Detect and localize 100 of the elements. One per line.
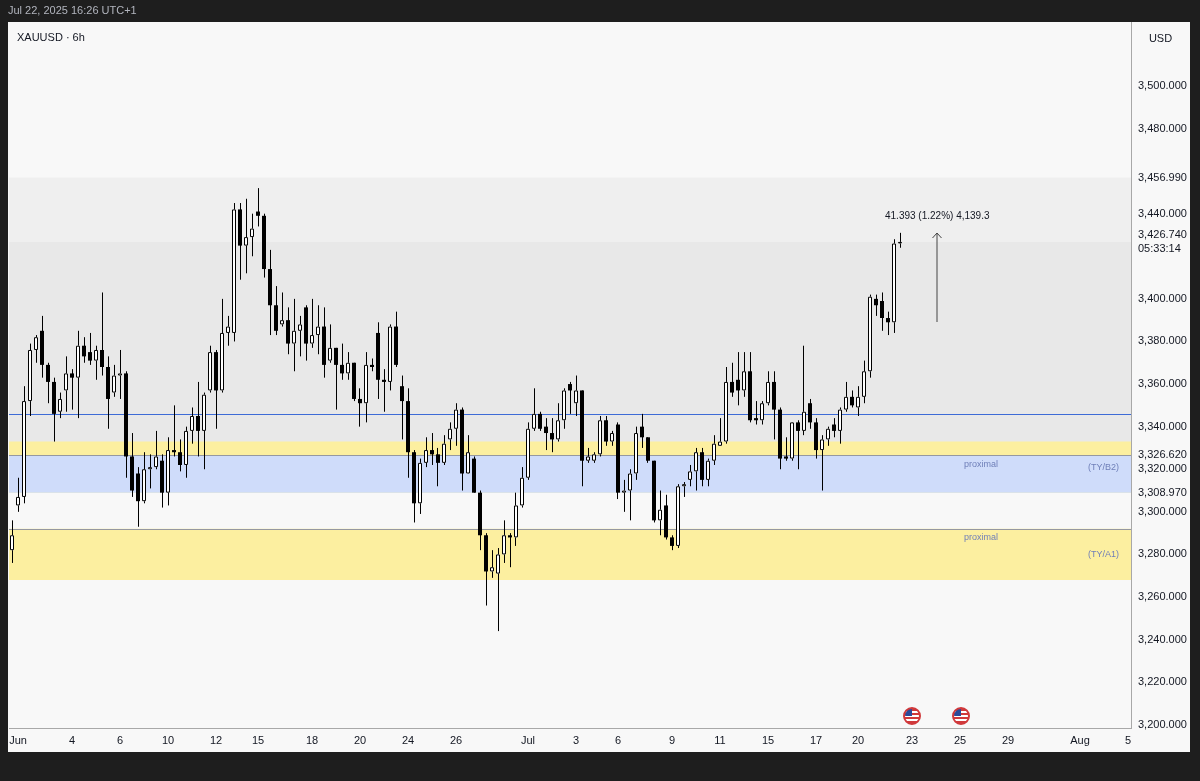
candlestick bbox=[538, 411, 542, 432]
candlestick bbox=[436, 447, 440, 487]
candlestick bbox=[220, 298, 224, 394]
y-tick-label: 3,240.000 bbox=[1138, 632, 1187, 645]
candlestick bbox=[196, 381, 200, 457]
x-tick-label: 29 bbox=[1001, 733, 1015, 746]
y-tick-label: 3,360.000 bbox=[1138, 377, 1187, 390]
candlestick bbox=[532, 387, 536, 432]
candlestick bbox=[802, 345, 806, 436]
candlestick bbox=[832, 417, 836, 438]
candlestick bbox=[340, 343, 344, 381]
candlestick bbox=[112, 364, 116, 398]
candlestick bbox=[892, 238, 896, 334]
candlestick bbox=[190, 406, 194, 445]
x-tick-label: Aug bbox=[1070, 733, 1090, 746]
candlestick bbox=[16, 477, 20, 513]
candlestick bbox=[22, 385, 26, 504]
y-tick-label: 3,400.000 bbox=[1138, 291, 1187, 304]
candlestick bbox=[790, 421, 794, 462]
x-tick-label: 3 bbox=[572, 733, 580, 746]
candlestick bbox=[562, 387, 566, 430]
candlestick bbox=[280, 291, 284, 328]
candlestick bbox=[256, 187, 260, 227]
candlestick bbox=[178, 438, 182, 472]
x-tick-label: 24 bbox=[401, 733, 415, 746]
candlestick bbox=[796, 419, 800, 470]
x-tick-label: 26 bbox=[449, 733, 463, 746]
candlestick bbox=[658, 490, 662, 536]
candlestick bbox=[316, 304, 320, 355]
candlestick bbox=[808, 398, 812, 430]
candlestick bbox=[364, 351, 368, 423]
candlestick bbox=[442, 434, 446, 466]
candlestick bbox=[856, 385, 860, 417]
candlestick bbox=[292, 298, 296, 372]
candlestick bbox=[64, 355, 68, 413]
candlestick bbox=[142, 451, 146, 504]
candlestick bbox=[604, 415, 608, 447]
x-tick-label: 5 bbox=[1124, 733, 1132, 746]
text: XAUUSD · 6h bbox=[17, 31, 85, 43]
candlestick bbox=[400, 375, 404, 440]
x-tick-label: 4 bbox=[68, 733, 76, 746]
candlestick bbox=[46, 362, 50, 404]
y-tick-label: 3,380.000 bbox=[1138, 334, 1187, 347]
annotation: proximal bbox=[963, 532, 999, 543]
candlestick bbox=[298, 315, 302, 357]
candlestick bbox=[100, 291, 104, 377]
candlestick bbox=[766, 370, 770, 406]
candlestick bbox=[34, 334, 38, 364]
candlestick bbox=[646, 436, 650, 464]
candlestick bbox=[208, 345, 212, 394]
candlestick bbox=[418, 458, 422, 515]
x-tick-label: 9 bbox=[668, 733, 676, 746]
candlestick bbox=[874, 294, 878, 317]
candlestick bbox=[598, 415, 602, 457]
candlestick bbox=[868, 294, 872, 379]
candlestick bbox=[94, 345, 98, 381]
candlestick bbox=[688, 464, 692, 487]
candlestick bbox=[886, 311, 890, 336]
band-label: (TY/A1) bbox=[1087, 548, 1119, 559]
candlestick bbox=[70, 368, 74, 411]
candlestick bbox=[760, 400, 764, 426]
candlestick bbox=[784, 436, 788, 462]
x-tick-label: 15 bbox=[251, 733, 265, 746]
candlestick bbox=[544, 417, 548, 451]
candlestick bbox=[574, 375, 578, 417]
x-tick-label: 10 bbox=[161, 733, 175, 746]
candlestick bbox=[718, 417, 722, 447]
x-tick-label: 6 bbox=[614, 733, 622, 746]
candlestick bbox=[328, 323, 332, 364]
candlestick bbox=[640, 413, 644, 449]
candlestick bbox=[514, 492, 518, 547]
candlestick bbox=[58, 392, 62, 419]
y-tick-label: 3,340.000 bbox=[1138, 419, 1187, 432]
candlestick bbox=[706, 458, 710, 487]
y-tick-label: 3,440.000 bbox=[1138, 206, 1187, 219]
candlestick bbox=[250, 213, 254, 257]
candlestick bbox=[820, 434, 824, 492]
y-tick-label: 3,320.000 bbox=[1138, 462, 1187, 475]
candlestick bbox=[82, 336, 86, 364]
candlestick bbox=[358, 387, 362, 428]
candlestick bbox=[730, 362, 734, 398]
candlestick bbox=[166, 436, 170, 506]
candlestick bbox=[526, 421, 530, 481]
candlestick bbox=[226, 315, 230, 347]
x-tick-label: 11 bbox=[714, 733, 726, 746]
candlestick bbox=[154, 430, 158, 470]
y-tick-label: 3,200.000 bbox=[1138, 717, 1187, 730]
candlestick bbox=[310, 298, 314, 349]
candlestick bbox=[628, 468, 632, 521]
x-tick-label: 18 bbox=[305, 733, 319, 746]
y-tick-label: 3,456.990 bbox=[1138, 170, 1187, 183]
x-tick-label: 15 bbox=[761, 733, 775, 746]
x-tick-label: 20 bbox=[353, 733, 367, 746]
candlestick bbox=[568, 381, 572, 415]
candlestick bbox=[826, 426, 830, 447]
y-tick-label: 3,326.620 bbox=[1138, 448, 1187, 461]
annotation: proximal bbox=[963, 458, 999, 469]
y-tick-label: 3,308.970 bbox=[1138, 485, 1187, 498]
candlestick bbox=[712, 434, 716, 466]
x-tick-label: 17 bbox=[809, 733, 823, 746]
